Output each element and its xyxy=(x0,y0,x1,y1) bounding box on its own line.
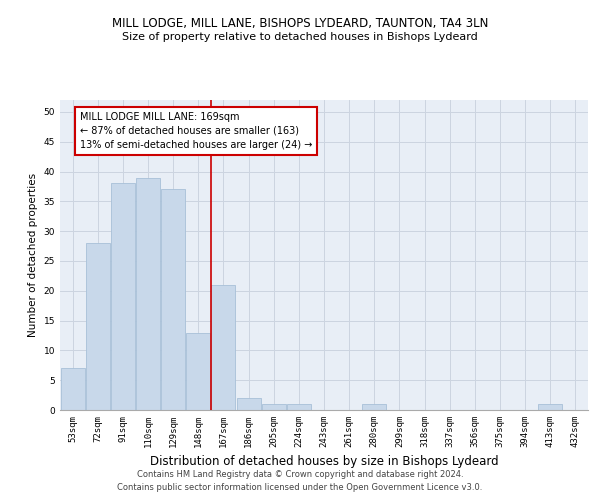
Bar xyxy=(211,285,235,410)
Bar xyxy=(287,404,311,410)
Bar xyxy=(236,398,260,410)
Bar xyxy=(86,243,110,410)
Y-axis label: Number of detached properties: Number of detached properties xyxy=(28,173,38,337)
Bar xyxy=(61,368,85,410)
Bar xyxy=(111,184,135,410)
Text: Size of property relative to detached houses in Bishops Lydeard: Size of property relative to detached ho… xyxy=(122,32,478,42)
X-axis label: Distribution of detached houses by size in Bishops Lydeard: Distribution of detached houses by size … xyxy=(149,456,499,468)
Bar xyxy=(187,332,210,410)
Text: Contains HM Land Registry data © Crown copyright and database right 2024.
Contai: Contains HM Land Registry data © Crown c… xyxy=(118,470,482,492)
Bar xyxy=(262,404,286,410)
Bar xyxy=(538,404,562,410)
Bar xyxy=(161,190,185,410)
Text: MILL LODGE, MILL LANE, BISHOPS LYDEARD, TAUNTON, TA4 3LN: MILL LODGE, MILL LANE, BISHOPS LYDEARD, … xyxy=(112,18,488,30)
Text: MILL LODGE MILL LANE: 169sqm
← 87% of detached houses are smaller (163)
13% of s: MILL LODGE MILL LANE: 169sqm ← 87% of de… xyxy=(80,112,313,150)
Bar xyxy=(362,404,386,410)
Bar xyxy=(136,178,160,410)
